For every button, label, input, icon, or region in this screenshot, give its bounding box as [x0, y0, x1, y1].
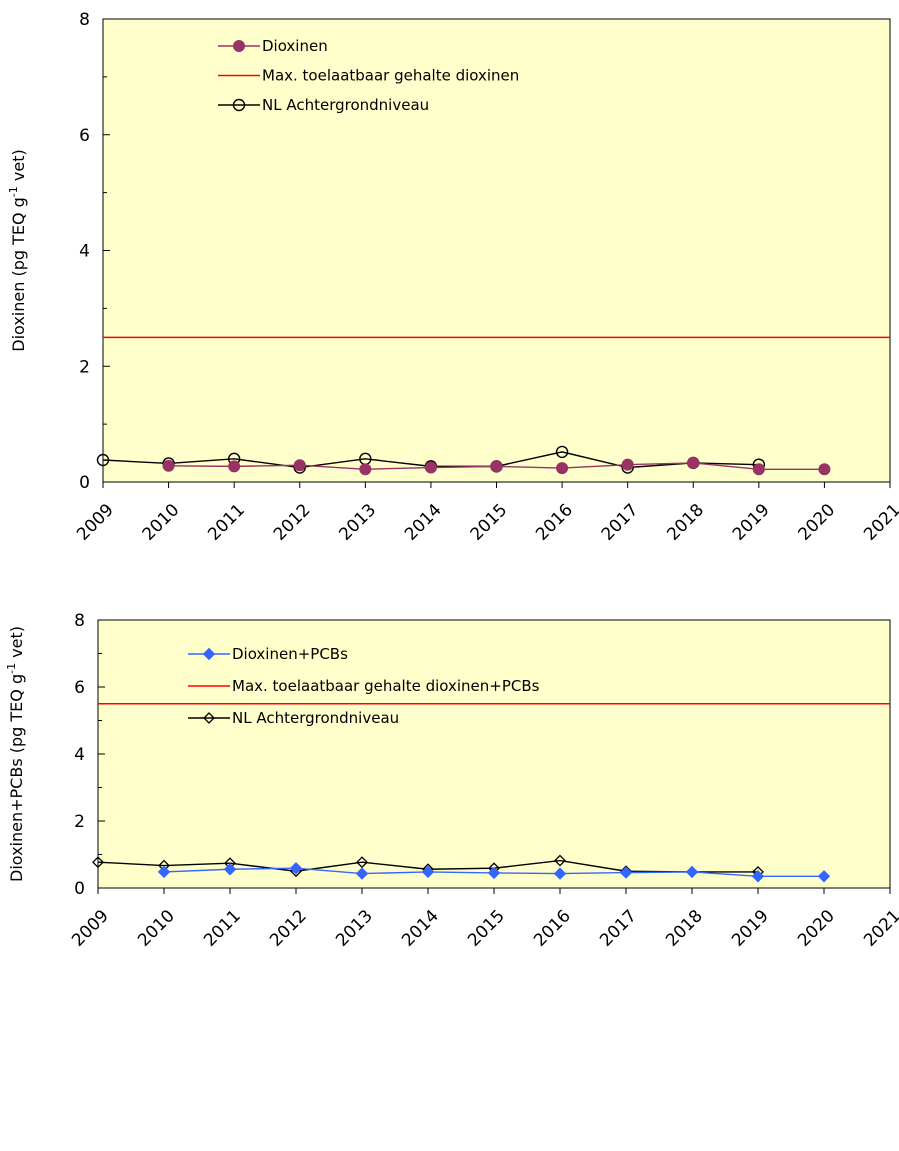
x-tick-label: 2014	[398, 906, 443, 951]
legend: Dioxinen+PCBs Max. toelaatbaar gehalte di…	[188, 645, 540, 727]
y-tick-label: 0	[74, 879, 85, 899]
x-tick-label: 2015	[467, 500, 512, 545]
x-tick-label: 2013	[332, 906, 377, 951]
legend-label: Max. toelaatbaar gehalte dioxinen	[262, 67, 519, 85]
legend-label: Dioxinen+PCBs	[232, 645, 348, 663]
y-axis-title: Dioxinen (pg TEQ g-1 vet)	[7, 149, 28, 351]
legend-label: Dioxinen	[262, 37, 328, 55]
x-tick-label: 2011	[200, 906, 245, 951]
data-point-5	[490, 460, 503, 473]
data-point-legend	[202, 647, 216, 661]
chart-1: 0 2 4 6 8 2009 2010 2011 2012 2013 2014 2015 2016 201…	[7, 10, 899, 545]
x-tick-label: 2015	[464, 906, 509, 951]
series-1	[162, 456, 831, 476]
y-tick-label: 8	[79, 10, 90, 30]
x-tick-label: 2010	[139, 500, 184, 545]
data-point-4	[424, 461, 437, 474]
x-tick-label: 2014	[401, 500, 446, 545]
x-tick-label: 2010	[134, 906, 179, 951]
x-tick-label: 2019	[728, 906, 773, 951]
data-point-8	[687, 456, 700, 469]
x-tick-label: 2017	[598, 500, 643, 545]
y-tick-label: 2	[79, 357, 90, 377]
x-tick-label: 2017	[596, 906, 641, 951]
y-tick-label: 6	[74, 678, 85, 698]
x-tick-label: 2009	[73, 500, 118, 545]
plot-area	[102, 18, 891, 483]
data-point-4	[421, 865, 435, 879]
legend-label: NL Achtergrondniveau	[232, 709, 399, 727]
data-point-0	[162, 459, 175, 472]
y-tick-label: 8	[74, 611, 85, 631]
x-tick-label: 2018	[662, 906, 707, 951]
data-point-legend	[203, 712, 215, 724]
data-point-6	[556, 462, 569, 475]
legend: Dioxinen Max. toelaatbaar gehalte dioxine…	[218, 37, 519, 114]
x-tick-label: 2020	[794, 906, 839, 951]
data-point-legend	[233, 40, 245, 52]
x-tick-label: 2021	[860, 500, 899, 545]
data-point-3	[359, 463, 372, 476]
x-tick-label: 2011	[204, 500, 249, 545]
data-point-0	[157, 865, 171, 879]
x-tick-label: 2021	[860, 906, 899, 951]
x-tick-label: 2009	[68, 906, 113, 951]
y-tick-label: 2	[74, 812, 85, 832]
y-axis-title: Dioxinen+PCBs (pg TEQ g-1 vet)	[5, 626, 26, 882]
data-point-8	[685, 865, 699, 879]
data-point-3	[355, 867, 369, 880]
x-tick-label: 2020	[795, 500, 840, 545]
data-point-7	[621, 458, 634, 471]
series-1	[157, 862, 831, 883]
chart-2: 0 2 4 6 8 2009 2010 2011 2012 2013 2014 2015 2016 201…	[5, 611, 899, 951]
data-point-5	[487, 866, 501, 880]
data-point-4	[356, 856, 368, 869]
data-point-0	[92, 856, 104, 869]
data-point-legend	[232, 98, 246, 112]
y-tick-label: 0	[79, 473, 90, 493]
data-point-0	[96, 453, 110, 467]
data-point-7	[555, 445, 569, 459]
x-tick-label: 2012	[270, 500, 315, 545]
data-point-9	[751, 870, 765, 883]
x-tick-label: 2019	[729, 500, 774, 545]
data-point-2	[289, 862, 303, 875]
x-tick-label: 2018	[663, 500, 708, 545]
x-tick-label: 2016	[532, 500, 577, 545]
data-point-7	[554, 854, 566, 867]
data-point-7	[619, 866, 633, 879]
data-point-6	[553, 867, 567, 880]
data-point-9	[752, 463, 765, 476]
y-tick-label: 6	[79, 126, 90, 146]
plot-area	[97, 619, 891, 889]
x-tick-label: 2016	[530, 906, 575, 951]
y-tick-label: 4	[79, 242, 90, 262]
data-point-10	[818, 463, 831, 476]
y-tick-label: 4	[74, 745, 85, 765]
legend-label: NL Achtergrondniveau	[262, 96, 429, 114]
x-tick-label: 2013	[335, 500, 380, 545]
legend-label: Max. toelaatbaar gehalte dioxinen+PCBs	[232, 677, 540, 695]
data-point-1	[228, 460, 241, 473]
data-point-1	[223, 863, 237, 876]
x-tick-label: 2012	[266, 906, 311, 951]
data-point-10	[817, 870, 831, 883]
data-point-2	[293, 459, 306, 472]
